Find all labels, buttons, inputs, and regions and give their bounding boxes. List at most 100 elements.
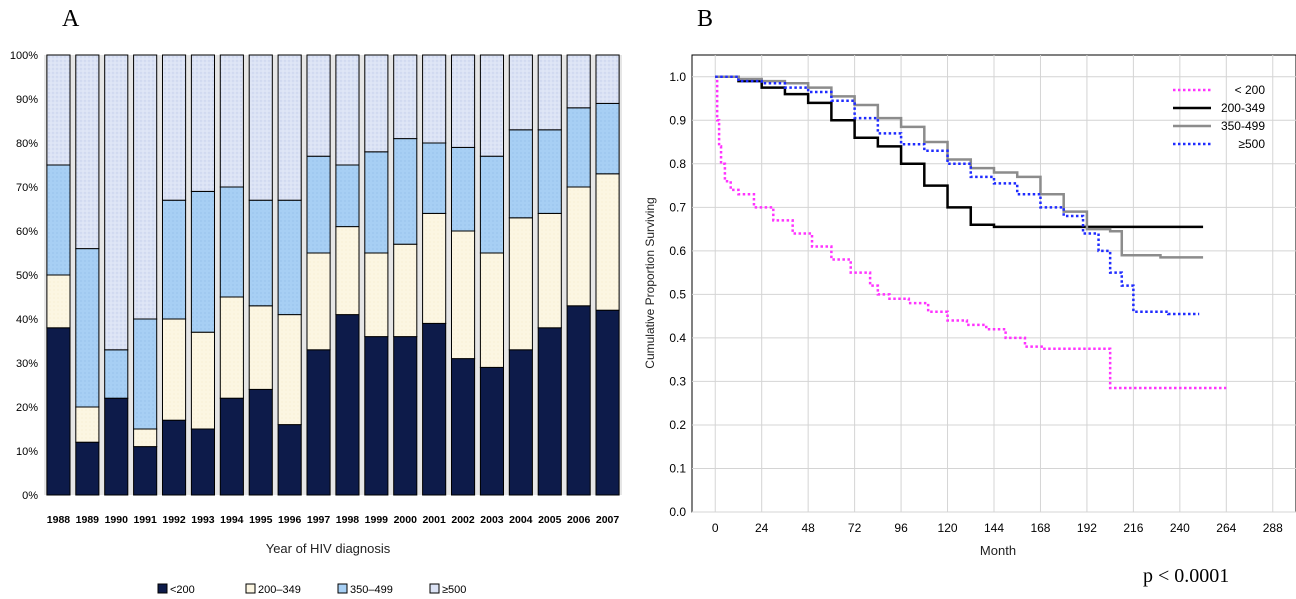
x-tick-label: 1991 bbox=[133, 514, 157, 526]
y-tick-label: 0.1 bbox=[669, 461, 686, 475]
y-axis-label: Cumulative Proportion Surviving bbox=[643, 197, 657, 368]
bar-segment bbox=[133, 54, 158, 320]
bar-segment bbox=[422, 212, 447, 324]
y-tick-label: 60% bbox=[16, 226, 38, 238]
bar-segment bbox=[161, 419, 187, 496]
bar-segment bbox=[450, 358, 476, 496]
bar-segment bbox=[277, 199, 302, 316]
y-tick-label: 0.6 bbox=[669, 244, 686, 258]
bar-segment bbox=[422, 322, 447, 496]
bar-segment bbox=[46, 274, 71, 329]
x-tick-label: 2004 bbox=[509, 514, 533, 526]
bar-segment bbox=[335, 314, 360, 496]
y-tick-label: 0.5 bbox=[669, 287, 686, 301]
x-tick-label: 120 bbox=[938, 521, 958, 535]
bar-segment bbox=[248, 305, 273, 390]
bar-segment bbox=[537, 327, 562, 496]
x-tick-label: 1990 bbox=[105, 514, 129, 526]
legend-swatch bbox=[245, 583, 256, 594]
x-tick-label: 2002 bbox=[451, 514, 475, 526]
x-tick-label: 1994 bbox=[220, 514, 244, 526]
x-tick-label: 1999 bbox=[365, 514, 389, 526]
y-tick-label: 80% bbox=[16, 138, 38, 150]
survival-curve bbox=[715, 75, 1204, 229]
x-tick-label: 1988 bbox=[47, 514, 71, 526]
bar-segment bbox=[75, 54, 100, 250]
legend: < 200 200-349 350-499 ≥500 bbox=[1173, 83, 1265, 151]
stacked-bar-chart: 0%10%20%30%40%50%60%70%80%90%100% 1988 19… bbox=[10, 50, 622, 596]
bar-segment bbox=[537, 212, 562, 329]
y-axis-ticks: 0% 10% 20% 30% 40% 50% 60% 70% 80% 90% 100% bbox=[10, 50, 38, 502]
y-tick-label: 70% bbox=[16, 182, 38, 194]
bar-segment bbox=[248, 54, 273, 201]
legend-label: ≥500 bbox=[442, 584, 466, 596]
bar-segment bbox=[46, 164, 71, 276]
bar-segment bbox=[219, 186, 244, 298]
panel-b-label: B bbox=[697, 6, 714, 32]
survival-curve bbox=[715, 75, 1200, 316]
bar-segment bbox=[537, 54, 562, 131]
bar-segment bbox=[479, 252, 505, 368]
bar-segment bbox=[393, 243, 418, 338]
bar-segment bbox=[364, 54, 389, 153]
y-tick-label: 0.9 bbox=[669, 113, 686, 127]
legend: <200 200–349 350–499 ≥500 bbox=[157, 583, 466, 596]
bar-segment bbox=[75, 406, 100, 443]
bar-segment bbox=[450, 146, 476, 232]
p-value: p < 0.0001 bbox=[1143, 565, 1230, 587]
bar-segment bbox=[277, 424, 302, 496]
x-tick-label: 24 bbox=[755, 521, 769, 535]
bar-segment bbox=[190, 331, 216, 430]
y-axis-ticks: 0.0 0.1 0.2 0.3 0.4 0.5 0.6 0.7 0.8 0.9 1.0 bbox=[669, 70, 686, 519]
x-tick-label: 96 bbox=[894, 521, 908, 535]
y-tick-label: 0.0 bbox=[669, 505, 686, 519]
legend-label: 350–499 bbox=[350, 584, 393, 596]
bar-segment bbox=[306, 54, 331, 157]
x-tick-label: 48 bbox=[801, 521, 815, 535]
bar-segment bbox=[393, 336, 418, 496]
x-tick-label: 240 bbox=[1170, 521, 1190, 535]
bar-segment bbox=[219, 54, 244, 188]
x-tick-label: 264 bbox=[1216, 521, 1236, 535]
bar-segment bbox=[306, 252, 331, 351]
x-tick-label: 168 bbox=[1030, 521, 1050, 535]
bar-segment bbox=[566, 54, 591, 109]
y-tick-label: 40% bbox=[16, 314, 38, 326]
bar-segment bbox=[190, 190, 216, 333]
bar-segment bbox=[104, 54, 129, 351]
legend-swatch bbox=[337, 583, 348, 594]
bar-segment bbox=[508, 349, 533, 496]
x-tick-label: 1998 bbox=[336, 514, 360, 526]
bar-segment bbox=[46, 54, 71, 166]
x-tick-label: 1989 bbox=[76, 514, 100, 526]
y-tick-label: 0.8 bbox=[669, 157, 686, 171]
x-tick-label: 2005 bbox=[538, 514, 562, 526]
x-tick-label: 2003 bbox=[480, 514, 504, 526]
bar-segment bbox=[161, 54, 187, 201]
bar-segment bbox=[393, 138, 418, 245]
x-tick-label: 0 bbox=[712, 521, 719, 535]
survival-curves bbox=[715, 75, 1227, 390]
legend-label: < 200 bbox=[1235, 83, 1266, 97]
bar-segment bbox=[393, 54, 418, 140]
y-tick-label: 0.3 bbox=[669, 374, 686, 388]
bar-segment bbox=[537, 129, 562, 214]
bar-segment bbox=[75, 441, 100, 496]
legend-swatch bbox=[429, 583, 440, 594]
x-axis-ticks: 0 24 48 72 96 120 144 168 192 216 240 264 288 bbox=[712, 521, 1283, 535]
x-tick-label: 1995 bbox=[249, 514, 273, 526]
bar-segment bbox=[161, 318, 187, 421]
y-tick-label: 1.0 bbox=[669, 70, 686, 84]
legend-label: 200–349 bbox=[258, 584, 301, 596]
bar-segment bbox=[508, 129, 533, 219]
bar-segment bbox=[566, 305, 591, 496]
legend-label: 350-499 bbox=[1221, 119, 1265, 133]
y-tick-label: 50% bbox=[16, 270, 38, 282]
bar-segment bbox=[277, 54, 302, 201]
survival-curve bbox=[715, 75, 1227, 390]
y-tick-label: 90% bbox=[16, 94, 38, 106]
bar-segment bbox=[508, 54, 533, 131]
y-tick-label: 0.4 bbox=[669, 331, 686, 345]
legend-swatch bbox=[157, 583, 168, 594]
x-axis-label: Month bbox=[980, 543, 1016, 558]
